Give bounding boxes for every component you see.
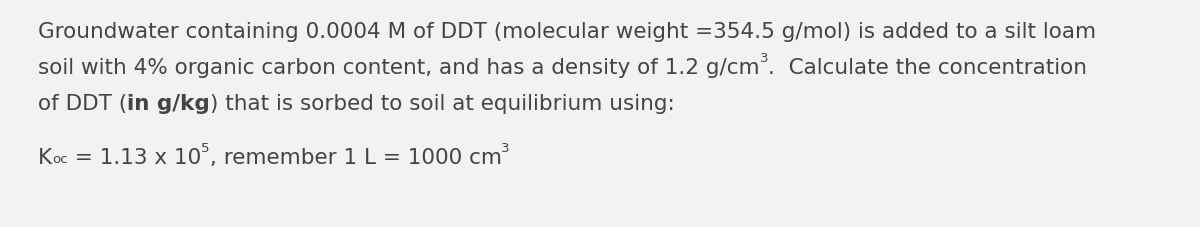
Text: = 1.13 x 10: = 1.13 x 10 <box>67 147 202 167</box>
Text: , remember 1 L = 1000 cm: , remember 1 L = 1000 cm <box>210 147 502 167</box>
Text: Groundwater containing 0.0004 M of DDT (molecular weight =354.5 g/mol) is added : Groundwater containing 0.0004 M of DDT (… <box>38 22 1096 42</box>
Text: .  Calculate the concentration: . Calculate the concentration <box>768 58 1087 78</box>
Text: ) that is sorbed to soil at equilibrium using:: ) that is sorbed to soil at equilibrium … <box>210 94 674 114</box>
Text: soil with 4% organic carbon content, and has a density of 1.2 g/cm: soil with 4% organic carbon content, and… <box>38 58 760 78</box>
Text: 5: 5 <box>202 141 210 154</box>
Text: K: K <box>38 147 52 167</box>
Text: 3: 3 <box>502 141 510 154</box>
Text: in g/kg: in g/kg <box>127 94 210 114</box>
Text: 3: 3 <box>760 52 768 65</box>
Text: of DDT (: of DDT ( <box>38 94 127 114</box>
Text: oc: oc <box>52 152 67 165</box>
